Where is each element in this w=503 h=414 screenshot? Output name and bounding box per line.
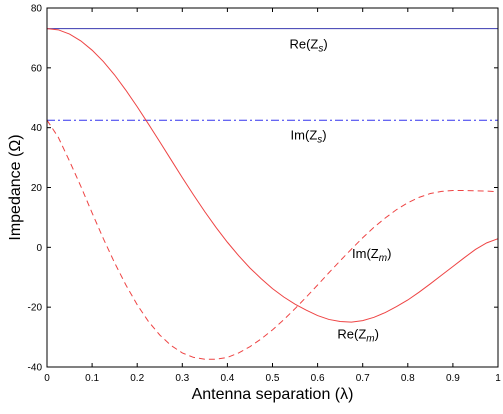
im-zm-label-subscript: m [379, 253, 387, 264]
y-tick-label: -40 [28, 363, 43, 374]
series-layer [46, 28, 499, 360]
y-axis-label: Impedance (Ω) [7, 134, 24, 240]
im-zm-label-tail: ) [387, 246, 391, 261]
x-tick-label: 0.1 [85, 373, 99, 384]
re-zm-label-tail: ) [375, 327, 379, 342]
series-line-re-zm [46, 28, 499, 323]
re-zm-label: Re(Zm) [337, 327, 379, 345]
x-tick-label: 0.4 [220, 373, 234, 384]
re-zm-label-base: Re(Z [337, 327, 366, 342]
annotation-layer: Re(Zs)Im(Zs)Im(Zm)Re(Zm) [289, 36, 391, 344]
x-tick-label: 0.8 [401, 373, 415, 384]
y-tick-label: -20 [28, 303, 43, 314]
im-zs-label-base: Im(Z [291, 128, 318, 143]
re-zs-label-tail: ) [323, 36, 327, 51]
re-zm-label-subscript: m [366, 334, 374, 345]
y-tick-label: 60 [31, 63, 43, 74]
x-tick-label: 0 [44, 373, 50, 384]
y-tick-label: 0 [36, 243, 42, 254]
im-zm-label-base: Im(Z [352, 246, 379, 261]
im-zs-label: Im(Zs) [291, 128, 327, 146]
im-zm-label: Im(Zm) [352, 246, 391, 264]
x-tick-label: 0.6 [311, 373, 325, 384]
re-zs-label-subscript: s [318, 43, 323, 54]
re-zs-label-base: Re(Z [289, 36, 318, 51]
im-zs-label-tail: ) [322, 128, 326, 143]
x-tick-label: 0.9 [446, 373, 460, 384]
series-line-im-zm [46, 119, 499, 360]
x-tick-label: 0.3 [175, 373, 189, 384]
tick-layer: 0 0.1 0.2 0.3 0.4 0.5 0.6 0.7 0.8 0.9 1 -40 -20 0 20 40… [28, 4, 502, 385]
plot-background [47, 8, 498, 367]
im-zs-label-subscript: s [317, 135, 322, 146]
y-tick-label: 40 [31, 123, 43, 134]
x-tick-label: 0.2 [130, 373, 144, 384]
x-tick-label: 0.5 [266, 373, 280, 384]
re-zs-label: Re(Zs) [289, 36, 327, 54]
y-tick-label: 20 [31, 183, 43, 194]
x-tick-label: 0.7 [356, 373, 370, 384]
y-tick-label: 80 [31, 4, 43, 15]
x-axis-label: Antenna separation (λ) [192, 386, 354, 403]
x-tick-label: 1 [495, 373, 501, 384]
